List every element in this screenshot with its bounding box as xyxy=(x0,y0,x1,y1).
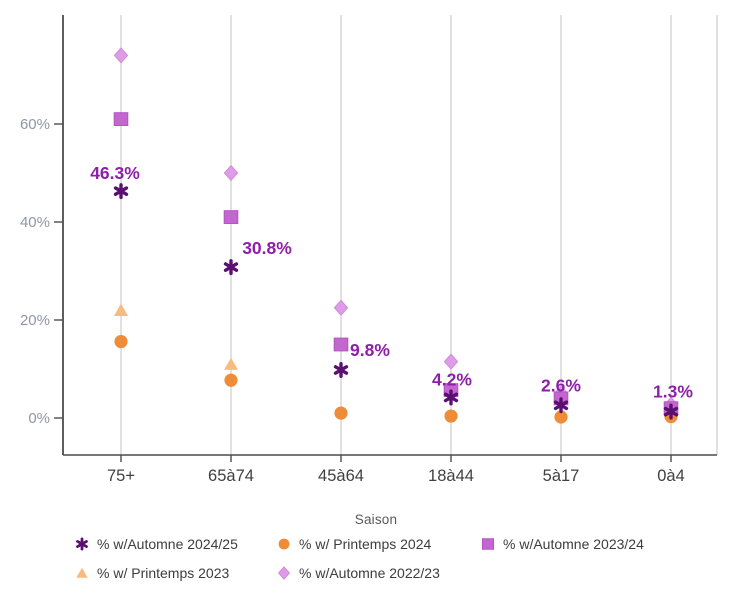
data-point-asterisk[interactable] xyxy=(333,361,349,378)
data-point-circle[interactable] xyxy=(554,410,568,424)
legend: % w/Automne 2024/25 % w/ Printemps 2024 % … xyxy=(0,533,752,584)
legend-circle-icon xyxy=(276,536,292,552)
x-tick-label: 45à64 xyxy=(318,467,364,485)
data-point-diamond[interactable] xyxy=(113,47,129,64)
legend-diamond-icon xyxy=(276,565,292,581)
data-label: 1.3% xyxy=(653,382,693,402)
data-label: 2.6% xyxy=(541,375,581,395)
data-point-diamond[interactable] xyxy=(333,299,349,316)
x-tick-label: 18à44 xyxy=(428,467,474,485)
legend-square-icon xyxy=(480,536,496,552)
data-label: 4.2% xyxy=(432,369,472,389)
legend-label: % w/ Printemps 2023 xyxy=(97,565,230,581)
data-point-diamond[interactable] xyxy=(223,164,239,182)
x-axis-title: Saison xyxy=(354,512,398,527)
x-tick-label: 5à17 xyxy=(543,467,580,485)
y-tick-label: 40% xyxy=(20,214,50,231)
data-point-circle[interactable] xyxy=(278,538,290,550)
legend-item[interactable]: % w/ Printemps 2023 xyxy=(74,562,276,584)
plot-area: 0% 20% 40% 60% 75+ 65à74 45à64 18à44 5à17 0à4 46.3… xyxy=(20,15,718,485)
legend-label: % w/Automne 2024/25 xyxy=(97,536,238,552)
data-point-asterisk[interactable] xyxy=(76,537,88,551)
x-tick-label: 0à4 xyxy=(657,467,685,485)
data-label: 9.8% xyxy=(350,340,390,360)
legend-item[interactable]: % w/ Printemps 2024 xyxy=(276,533,480,555)
legend-item[interactable]: % w/Automne 2023/24 xyxy=(480,533,710,555)
legend-label: % w/Automne 2022/23 xyxy=(299,565,440,581)
legend-triangle-icon xyxy=(74,565,90,581)
x-tick-label: 65à74 xyxy=(208,467,254,485)
data-point-asterisk[interactable] xyxy=(663,403,679,420)
x-tick-label: 75+ xyxy=(107,467,135,485)
legend-item[interactable]: % w/Automne 2022/23 xyxy=(276,562,506,584)
data-point-square[interactable] xyxy=(481,538,495,550)
data-point-square[interactable] xyxy=(113,112,129,126)
data-point-circle[interactable] xyxy=(114,334,128,349)
legend-asterisk-icon xyxy=(74,536,90,552)
legend-item[interactable]: % w/Automne 2024/25 xyxy=(74,533,276,555)
data-point-triangle[interactable] xyxy=(114,303,128,316)
data-point-square[interactable] xyxy=(223,210,239,224)
data-point-circle[interactable] xyxy=(334,406,348,420)
data-label: 30.8% xyxy=(242,238,292,258)
legend-label: % w/Automne 2023/24 xyxy=(503,536,644,552)
data-point-diamond[interactable] xyxy=(277,566,291,580)
data-point-circle[interactable] xyxy=(224,373,238,387)
legend-label: % w/ Printemps 2024 xyxy=(299,536,432,552)
data-point-asterisk[interactable] xyxy=(553,397,569,414)
y-tick-label: 20% xyxy=(20,312,50,329)
y-tick-label: 60% xyxy=(20,116,50,133)
data-point-asterisk[interactable] xyxy=(443,389,459,406)
data-point-asterisk[interactable] xyxy=(113,183,129,200)
data-point-triangle[interactable] xyxy=(224,357,238,370)
data-point-diamond[interactable] xyxy=(443,353,459,370)
data-point-asterisk[interactable] xyxy=(223,259,239,276)
y-tick-label: 0% xyxy=(28,410,50,427)
data-point-square[interactable] xyxy=(333,337,349,352)
data-label: 46.3% xyxy=(90,163,140,183)
data-point-circle[interactable] xyxy=(444,409,458,423)
data-point-triangle[interactable] xyxy=(76,567,88,578)
